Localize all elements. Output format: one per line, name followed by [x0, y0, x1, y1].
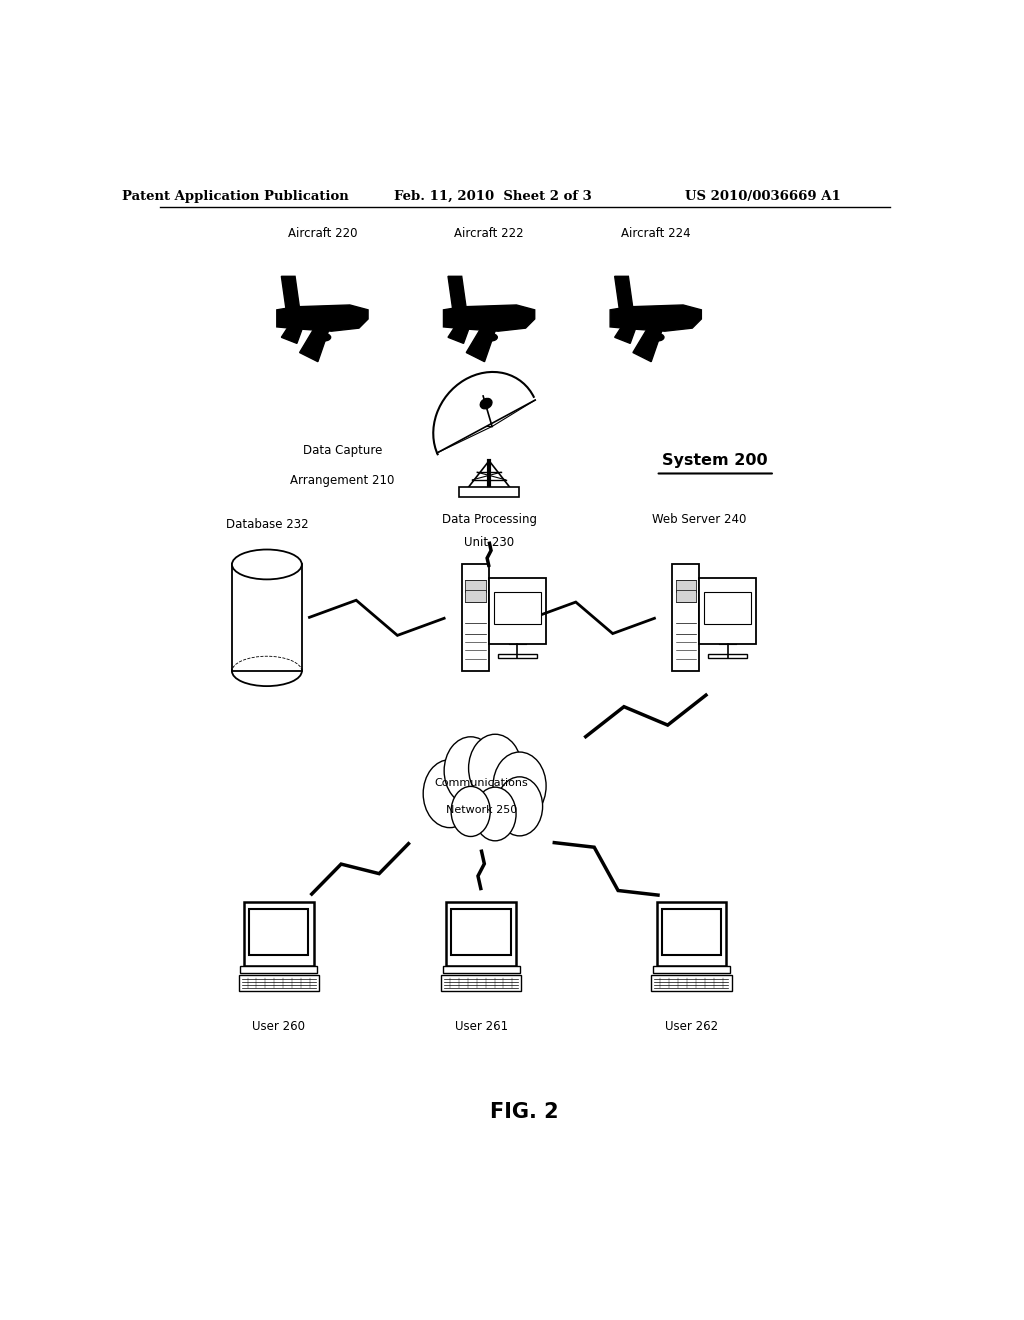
FancyBboxPatch shape — [232, 565, 302, 671]
Circle shape — [423, 760, 476, 828]
Text: Database 232: Database 232 — [225, 519, 308, 532]
Text: User 261: User 261 — [455, 1019, 508, 1032]
FancyBboxPatch shape — [446, 902, 516, 966]
FancyBboxPatch shape — [452, 909, 511, 954]
Ellipse shape — [232, 549, 302, 579]
FancyBboxPatch shape — [239, 975, 318, 991]
FancyBboxPatch shape — [441, 975, 521, 991]
Text: Data Processing: Data Processing — [441, 513, 537, 527]
Polygon shape — [466, 322, 499, 362]
Circle shape — [444, 737, 498, 805]
Polygon shape — [282, 323, 304, 343]
Text: Arrangement 210: Arrangement 210 — [290, 474, 394, 487]
FancyBboxPatch shape — [676, 579, 696, 591]
Circle shape — [452, 787, 490, 837]
FancyBboxPatch shape — [494, 593, 541, 624]
FancyBboxPatch shape — [656, 902, 726, 966]
FancyBboxPatch shape — [699, 578, 756, 644]
Polygon shape — [449, 323, 471, 343]
Ellipse shape — [317, 334, 331, 341]
Ellipse shape — [480, 399, 492, 409]
Text: Communications: Communications — [434, 779, 528, 788]
Ellipse shape — [484, 334, 498, 341]
FancyBboxPatch shape — [462, 564, 489, 672]
Polygon shape — [276, 305, 368, 331]
FancyBboxPatch shape — [244, 902, 313, 966]
Circle shape — [469, 734, 521, 803]
FancyBboxPatch shape — [442, 966, 519, 973]
Ellipse shape — [232, 656, 302, 686]
Text: Unit 230: Unit 230 — [464, 536, 514, 549]
FancyBboxPatch shape — [653, 966, 730, 973]
Text: Data Capture: Data Capture — [302, 444, 382, 457]
FancyBboxPatch shape — [705, 593, 752, 624]
FancyBboxPatch shape — [241, 966, 317, 973]
Ellipse shape — [651, 334, 664, 341]
Polygon shape — [443, 305, 535, 331]
Text: FIG. 2: FIG. 2 — [490, 1102, 559, 1122]
Polygon shape — [614, 323, 638, 343]
Polygon shape — [610, 305, 701, 331]
Polygon shape — [300, 322, 332, 362]
FancyBboxPatch shape — [708, 655, 748, 659]
FancyBboxPatch shape — [489, 578, 546, 644]
Circle shape — [474, 787, 516, 841]
FancyBboxPatch shape — [465, 590, 486, 602]
FancyBboxPatch shape — [465, 579, 486, 591]
FancyBboxPatch shape — [651, 975, 731, 991]
Text: Aircraft 220: Aircraft 220 — [288, 227, 357, 240]
Circle shape — [493, 752, 546, 820]
Polygon shape — [449, 276, 466, 309]
FancyBboxPatch shape — [249, 909, 308, 954]
Text: US 2010/0036669 A1: US 2010/0036669 A1 — [685, 190, 841, 202]
Text: User 262: User 262 — [665, 1019, 718, 1032]
Text: Web Server 240: Web Server 240 — [652, 513, 746, 527]
Text: Aircraft 222: Aircraft 222 — [455, 227, 524, 240]
FancyBboxPatch shape — [676, 590, 696, 602]
Text: Patent Application Publication: Patent Application Publication — [122, 190, 348, 202]
Text: Aircraft 224: Aircraft 224 — [621, 227, 690, 240]
FancyBboxPatch shape — [498, 655, 537, 659]
Polygon shape — [282, 276, 300, 309]
Text: Network 250: Network 250 — [445, 805, 517, 814]
FancyBboxPatch shape — [460, 487, 519, 496]
FancyBboxPatch shape — [662, 909, 721, 954]
FancyBboxPatch shape — [673, 564, 699, 672]
Text: User 260: User 260 — [252, 1019, 305, 1032]
Text: Feb. 11, 2010  Sheet 2 of 3: Feb. 11, 2010 Sheet 2 of 3 — [394, 190, 592, 202]
Text: System 200: System 200 — [663, 453, 768, 467]
Polygon shape — [614, 276, 633, 309]
Polygon shape — [633, 322, 665, 362]
Circle shape — [497, 777, 543, 836]
